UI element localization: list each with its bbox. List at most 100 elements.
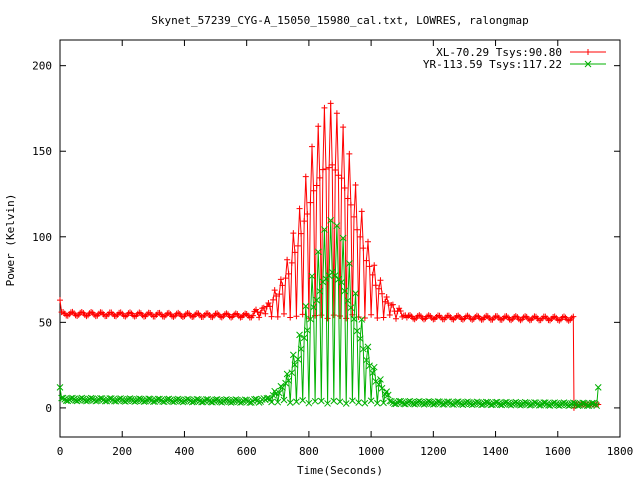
data-point [358,208,365,215]
data-point [569,399,577,407]
y-tick-label: 0 [45,402,52,415]
data-point [396,305,403,312]
data-point [173,396,181,403]
x-tick-label: 0 [57,445,64,458]
data-point [193,395,201,403]
data-point [131,398,139,405]
data-point [356,335,364,343]
data-point [367,397,375,405]
data-point [352,290,359,297]
data-point [97,394,104,402]
data-point [473,398,481,406]
data-point [366,263,373,270]
data-point [324,400,331,407]
data-point [221,396,229,404]
y-tick-label: 150 [32,145,52,158]
data-point [273,292,280,299]
data-point [310,187,317,194]
data-point [249,312,256,319]
data-point [303,326,311,334]
data-point [380,399,387,407]
data-point [352,181,359,188]
series-layer [56,100,602,411]
data-point [268,313,275,320]
data-point [279,384,286,392]
data-point [464,398,471,406]
data-point [274,398,282,406]
data-point [270,296,277,303]
data-point [559,399,566,407]
data-point [305,399,313,407]
data-point [125,395,132,403]
data-point [385,300,392,307]
data-point [373,399,381,407]
data-point [280,396,288,404]
data-point [126,395,134,402]
data-point [386,397,394,405]
data-point [302,173,309,180]
plot-frame [59,39,621,438]
data-point [351,213,357,220]
axis-ticks: 0 200 400 600 800 1000 1200 1400 1600 1800 0 50 100 1… [32,40,633,458]
data-point [358,316,366,323]
data-point [78,394,86,402]
x-tick-label: 1000 [358,445,385,458]
data-point [237,399,244,406]
data-point [282,275,289,282]
data-point [294,355,302,363]
data-point [299,397,307,404]
data-point [361,399,369,407]
data-point [323,166,329,173]
legend-label: XL-70.29 Tsys:90.80 [436,46,562,59]
data-point [269,391,277,399]
data-point [354,226,361,233]
data-point [223,396,230,403]
data-point [83,397,90,405]
data-point [380,314,387,321]
data-point [343,315,350,322]
data-point [315,123,322,130]
data-point [260,304,267,311]
data-point [347,201,354,208]
data-point [56,384,64,391]
data-point [336,398,344,406]
data-point [378,384,386,392]
data-point [369,271,376,278]
data-point [285,270,292,277]
data-point [307,199,314,206]
data-point [326,164,333,171]
data-point [393,315,399,322]
data-point [510,399,518,407]
data-point [377,376,384,383]
data-point [340,124,347,131]
data-point [188,398,196,406]
legend-label: YR-113.59 Tsys:117.22 [423,58,562,71]
data-point [377,277,384,284]
data-point [257,309,264,316]
data-point [338,175,345,182]
x-tick-label: 1200 [420,445,447,458]
data-point [379,290,385,297]
data-point [311,397,319,405]
data-point [468,401,476,409]
legend-marker [585,49,591,55]
data-point [268,398,275,406]
data-point [174,395,182,403]
data-point [304,211,311,218]
series-1 [57,100,602,411]
data-point [333,110,340,117]
data-point [366,362,373,370]
x-axis-label: Time(Seconds) [297,464,383,477]
data-point [297,345,305,353]
data-point [349,397,356,405]
data-point [372,282,379,289]
data-point [478,401,485,409]
plot-border [59,39,621,438]
data-point [330,397,338,405]
data-point [288,259,295,266]
data-point [312,312,319,319]
data-point [363,257,370,264]
data-point [344,297,352,305]
data-point [363,356,370,364]
